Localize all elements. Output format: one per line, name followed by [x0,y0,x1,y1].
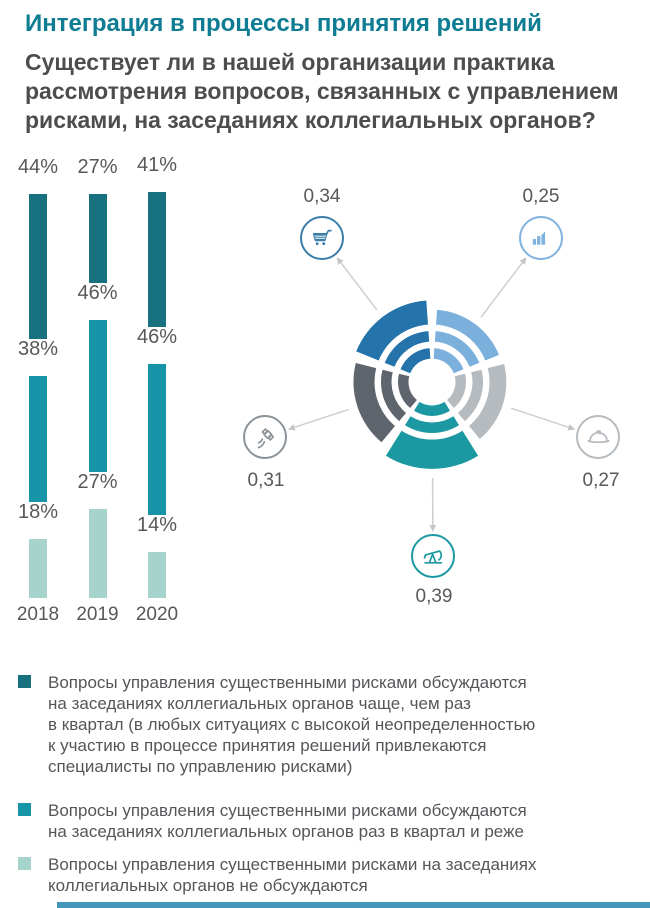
connector-arrow [336,257,344,265]
bar-value-label: 27% [77,156,118,179]
sector-band [380,369,406,422]
question-line: рисками, на заседаниях коллегиальных орг… [25,107,596,133]
legend-text: Вопросы управления существенными рисками… [48,672,535,777]
icon-circle [300,216,344,260]
bar-year-label: 2020 [135,604,179,625]
legend: Вопросы управления существенными рисками… [18,672,633,908]
bar-value-label: 38% [17,338,59,361]
bar-year-label: 2019 [76,604,119,625]
legend-swatch [18,803,31,816]
sector-band [384,331,430,367]
hardhat-icon [586,429,610,443]
sector-band [400,348,431,374]
question-line: рассмотрения вопросов, связанных с управ… [25,78,619,104]
bar-segment [88,194,107,284]
bar-column: 44% 38% 18% [6,155,70,598]
question-text: Существует ли в нашей организации практи… [25,48,625,135]
sector-band [353,363,395,443]
factory-icon [532,231,545,245]
connector-arrow [429,525,437,532]
radial-value-label: 0,25 [522,186,560,207]
bar-value-label: 44% [17,156,59,179]
connector-line [293,408,350,429]
connector-arrow [287,424,296,431]
legend-text-line: на заседаниях коллегиальных органов раз … [48,822,524,841]
bar-value-label: 41% [136,154,178,177]
legend-text: Вопросы управления существенными рисками… [48,854,537,896]
sector-band [458,369,484,422]
radial-value-label: 0,31 [247,470,285,491]
connector-line [339,261,378,311]
radial-value-label: 0,39 [415,586,453,607]
bar-value-label: 46% [77,282,118,305]
bar-value-label: 18% [17,500,59,523]
bar-chart: 44% 38% 18% 2018 27% 46% 27% 2019 41% 46% 14% 2020 [0,0,210,650]
bar-segment [148,551,166,598]
sector-band [469,364,507,439]
sector-band [405,416,459,434]
bar-year-label: 2018 [16,604,60,625]
radial-value-label: 0,34 [303,186,341,207]
bar-segment [88,508,107,598]
oil-pump-icon [423,549,442,564]
legend-text-line: в квартал (в любых ситуациях с высокой н… [48,715,536,734]
icon-circle [576,415,620,459]
legend-item: Вопросы управления существенными рисками… [18,672,633,777]
legend-text-line: Вопросы управления существенными рисками… [48,801,527,820]
legend-item: Вопросы управления существенными рисками… [18,800,633,842]
icon-circle [411,534,455,578]
bar-segment [29,194,47,340]
shopping-cart-icon [312,229,332,245]
connector-line [480,261,524,318]
legend-item: Вопросы управления существенными рисками… [18,854,633,896]
bar-column: 41% 46% 14% [125,155,189,598]
legend-text-line: к участию в процессе принятия решений пр… [48,736,487,755]
sector-band [356,300,428,361]
radial-value-label: 0,27 [582,470,620,491]
question-line: Существует ли в нашей организации практи… [25,49,555,75]
sector-band [414,401,450,416]
bar-value-label: 46% [136,325,178,348]
footer-bar [57,902,650,908]
icon-circle [519,216,563,260]
legend-text-line: на заседаниях коллегиальных органов чаще… [48,694,471,713]
legend-swatch [18,857,31,870]
bar-segment [88,320,107,472]
connector-arrow [519,257,527,265]
legend-text-line: специалисты по управлению рисками) [48,757,353,776]
bar-segment [148,191,166,327]
connector-line [510,407,570,429]
satellite-icon [257,427,274,448]
legend-swatch [18,675,31,688]
page-title: Интеграция в процессы принятия решений [25,10,542,37]
legend-text: Вопросы управления существенными рисками… [48,800,527,842]
bar-value-label: 14% [136,514,178,537]
legend-text-line: Вопросы управления существенными рисками… [48,673,527,692]
sector-band [385,430,479,469]
sector-band [397,373,417,408]
bar-segment [29,538,47,598]
legend-text-line: Вопросы управления существенными рисками… [48,855,537,874]
bar-segment [148,363,166,516]
sector-band [447,373,467,408]
sector-band [436,309,499,361]
sector-band [433,348,464,374]
bar-column: 27% 46% 27% [66,155,130,598]
sector-band [434,331,480,367]
bar-segment [29,376,47,502]
icon-circle [243,415,287,459]
connector-arrow [567,424,576,431]
legend-text-line: коллегиальных органов не обсуждаются [48,876,368,895]
bar-value-label: 27% [77,470,118,493]
